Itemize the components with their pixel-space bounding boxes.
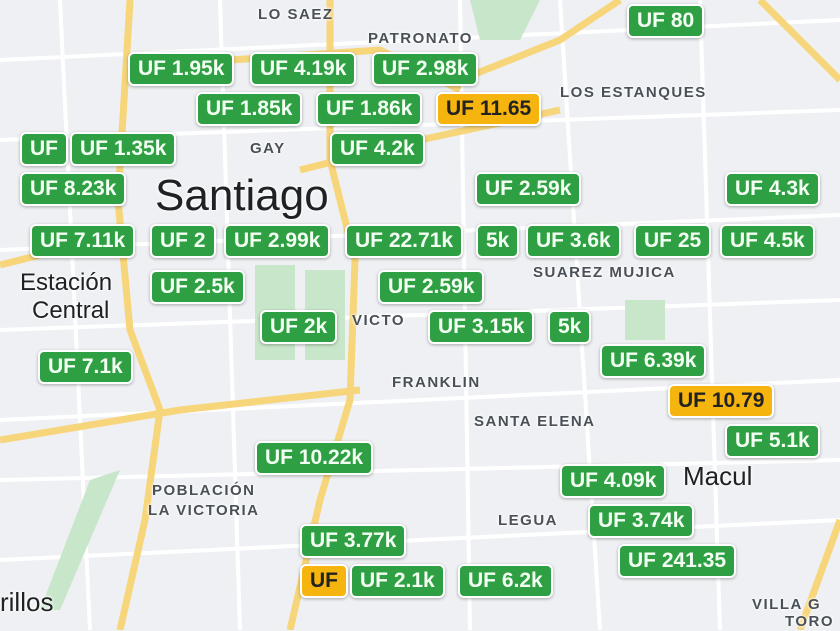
price-marker[interactable]: UF 3.15k [428, 310, 535, 344]
price-marker[interactable]: UF 3.77k [300, 524, 407, 558]
place-label: VILLA G [752, 596, 822, 613]
price-marker[interactable]: UF [300, 564, 348, 598]
place-label: LO SAEZ [258, 6, 334, 23]
price-marker[interactable]: UF 4.5k [720, 224, 815, 258]
price-marker[interactable]: UF 22.71k [345, 224, 464, 258]
place-label: TORO [785, 613, 835, 630]
price-marker[interactable]: UF 7.11k [30, 224, 136, 258]
price-marker[interactable]: UF [20, 132, 68, 166]
price-marker[interactable]: UF 7.1k [38, 350, 133, 384]
city-label: Central [32, 297, 110, 324]
price-marker[interactable]: UF 2k [260, 310, 338, 344]
place-label: LA VICTORIA [148, 502, 260, 519]
place-label: FRANKLIN [392, 374, 481, 391]
price-marker[interactable]: 5k [548, 310, 592, 344]
price-marker[interactable]: UF 80 [627, 4, 705, 38]
price-marker[interactable]: UF 1.86k [316, 92, 423, 126]
price-marker[interactable]: UF 5.1k [725, 424, 820, 458]
price-marker[interactable]: UF 2.1k [350, 564, 445, 598]
place-label: POBLACIÓN [152, 482, 256, 499]
place-label: GAY [250, 140, 286, 157]
price-marker[interactable]: UF 8.23k [20, 172, 127, 206]
price-marker[interactable]: UF 241.35 [618, 544, 737, 578]
place-label: LOS ESTANQUES [560, 84, 707, 101]
price-marker[interactable]: UF 2.98k [372, 52, 479, 86]
price-marker[interactable]: UF 11.65 [436, 92, 542, 126]
price-marker[interactable]: 5k [476, 224, 520, 258]
price-marker[interactable]: UF 4.19k [250, 52, 357, 86]
price-marker[interactable]: UF 2.59k [378, 270, 485, 304]
price-marker[interactable]: UF 2.5k [150, 270, 245, 304]
price-marker[interactable]: UF 1.95k [128, 52, 235, 86]
price-marker[interactable]: UF 2.99k [224, 224, 331, 258]
place-label: SANTA ELENA [474, 413, 596, 430]
price-marker[interactable]: UF 4.09k [560, 464, 667, 498]
place-label: SUAREZ MUJICA [533, 264, 676, 281]
price-marker[interactable]: UF 10.79 [668, 384, 775, 418]
price-marker[interactable]: UF 25 [634, 224, 712, 258]
city-label: Estación [20, 269, 113, 296]
price-marker[interactable]: UF 2.59k [475, 172, 582, 206]
place-label: LEGUA [498, 512, 558, 529]
price-marker[interactable]: UF 4.2k [330, 132, 425, 166]
city-label: Santiago [155, 171, 329, 220]
city-label: Macul [683, 461, 753, 491]
price-marker[interactable]: UF 6.39k [600, 344, 707, 378]
price-marker[interactable]: UF 1.35k [70, 132, 177, 166]
price-marker[interactable]: UF 4.3k [725, 172, 820, 206]
price-marker[interactable]: UF 3.74k [588, 504, 695, 538]
price-marker[interactable]: UF 3.6k [526, 224, 621, 258]
price-marker[interactable]: UF 2 [150, 224, 216, 258]
place-label: VICTO [352, 312, 406, 329]
price-marker[interactable]: UF 1.85k [196, 92, 303, 126]
price-marker[interactable]: UF 10.22k [255, 441, 374, 475]
price-marker[interactable]: UF 6.2k [458, 564, 553, 598]
place-label: PATRONATO [368, 30, 473, 47]
city-label: rillos [0, 587, 54, 617]
